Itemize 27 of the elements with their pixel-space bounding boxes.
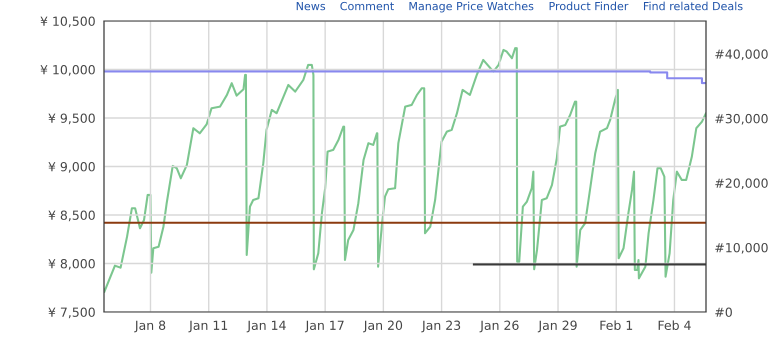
x-tick-label: Jan 29 <box>538 320 577 332</box>
x-tick-label: Jan 17 <box>304 320 344 332</box>
y-tick-label: ¥ 7,500 <box>48 307 95 318</box>
x-tick-label: Jan 14 <box>246 320 286 332</box>
y2-tick-label: #10,000 <box>715 242 768 254</box>
text: Find related Deals <box>644 2 743 10</box>
y-tick-label: ¥ 10,000 <box>40 64 95 76</box>
x-tick-label: Jan 23 <box>421 320 460 332</box>
y-tick-label: ¥ 8,000 <box>48 258 95 270</box>
x-tick-label: Feb 4 <box>658 320 691 330</box>
y-tick-label: ¥ 9,500 <box>48 113 95 124</box>
x-tick-label: Jan 11 <box>188 320 228 332</box>
y-tick-label: ¥ 9,000 <box>48 162 95 173</box>
text: News <box>296 2 326 10</box>
x-tick-label: Jan 8 <box>134 320 166 332</box>
y2-tick-label: #20,000 <box>715 178 768 190</box>
x-tick-label: Jan 20 <box>363 320 402 332</box>
y2-tick-label: #30,000 <box>715 114 768 125</box>
y2-tick-label: #40,000 <box>715 49 768 60</box>
x-tick-label: Feb 1 <box>600 320 632 330</box>
y-tick-label: ¥ 8,500 <box>48 210 95 222</box>
text: Manage Price Watches <box>409 2 534 12</box>
y2-tick-label: #0 <box>715 307 732 317</box>
x-tick-label: Jan 26 <box>480 320 519 332</box>
text: Comment <box>340 2 394 10</box>
y-tick-label: ¥ 10,500 <box>40 16 95 28</box>
text: Product Finder <box>550 2 628 10</box>
